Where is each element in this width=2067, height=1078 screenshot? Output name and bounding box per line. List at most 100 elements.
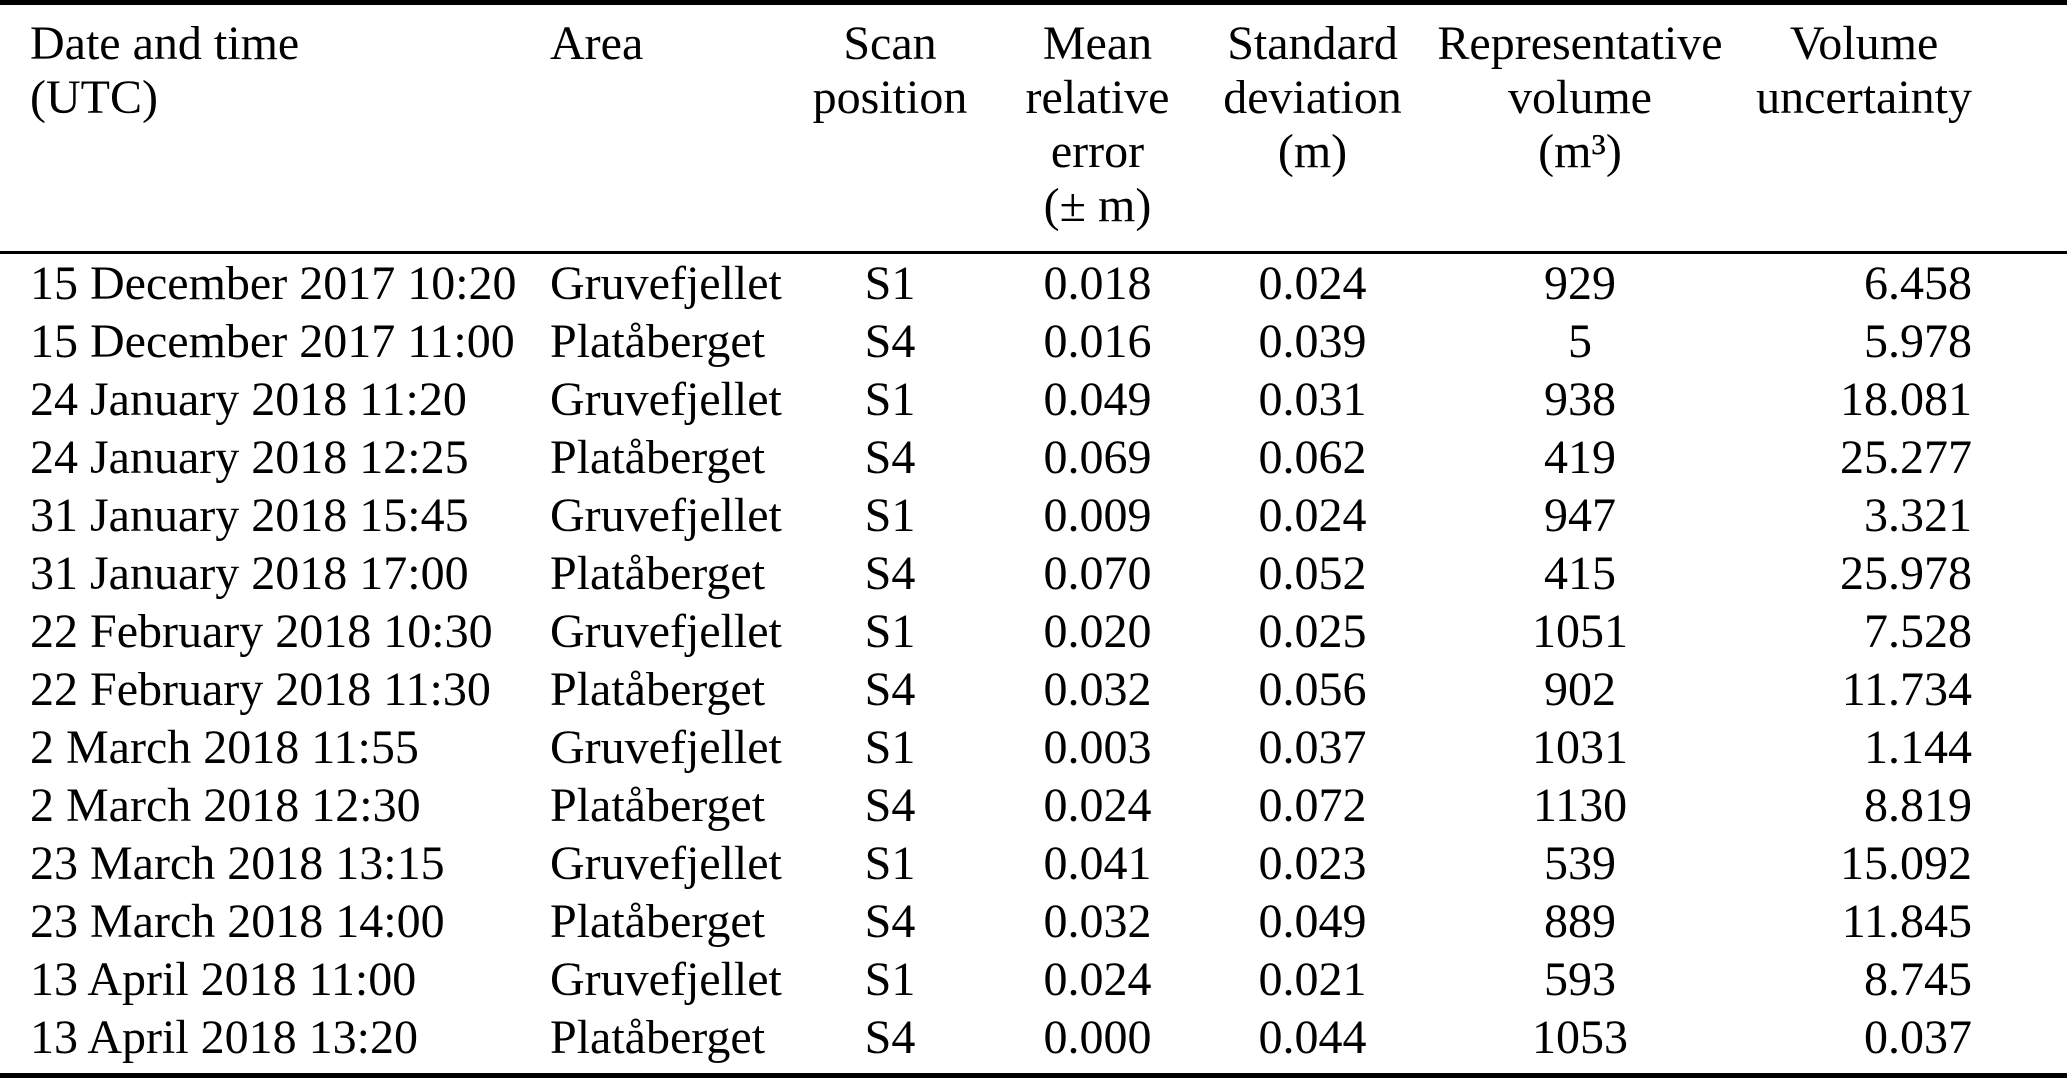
cell-area: Platåberget xyxy=(550,778,766,832)
table-row: 22 February 2018 10:30 Gruvefjellet S1 0… xyxy=(0,602,2067,660)
table-row: 23 March 2018 13:15 Gruvefjellet S1 0.04… xyxy=(0,834,2067,892)
cell-standard-deviation: 0.023 xyxy=(1258,836,1367,890)
header-line: Mean xyxy=(1042,17,1153,70)
header-line: Standard xyxy=(1227,17,1398,70)
cell-date-time: 2 March 2018 11:55 xyxy=(30,720,419,774)
cell-area: Gruvefjellet xyxy=(550,256,782,310)
cell-volume-uncertainty: 1.144 xyxy=(1864,720,1972,774)
table-row: 23 March 2018 14:00 Platåberget S4 0.032… xyxy=(0,892,2067,950)
cell-date-time: 15 December 2017 10:20 xyxy=(30,256,517,310)
cell-standard-deviation: 0.072 xyxy=(1258,778,1367,832)
col-header-representative-volume: Representative volume (m³) xyxy=(1420,2,1740,254)
cell-mean-relative-error: 0.000 xyxy=(1043,1010,1152,1064)
col-header-standard-deviation: Standard deviation (m) xyxy=(1205,2,1420,254)
cell-area: Platåberget xyxy=(550,894,766,948)
cell-area: Platåberget xyxy=(550,314,766,368)
cell-mean-relative-error: 0.018 xyxy=(1043,256,1152,310)
cell-date-time: 13 April 2018 11:00 xyxy=(30,952,417,1006)
cell-volume-uncertainty: 11.845 xyxy=(1841,894,1972,948)
cell-volume-uncertainty: 3.321 xyxy=(1864,488,1972,542)
header-line: Representative xyxy=(1437,17,1723,70)
cell-mean-relative-error: 0.020 xyxy=(1043,604,1152,658)
cell-scan-position: S1 xyxy=(864,256,916,310)
cell-representative-volume: 889 xyxy=(1544,894,1616,948)
cell-standard-deviation: 0.037 xyxy=(1258,720,1367,774)
cell-representative-volume: 1031 xyxy=(1532,720,1628,774)
cell-standard-deviation: 0.049 xyxy=(1258,894,1367,948)
cell-mean-relative-error: 0.016 xyxy=(1043,314,1152,368)
cell-representative-volume: 1130 xyxy=(1532,778,1628,832)
cell-volume-uncertainty: 25.978 xyxy=(1840,546,1972,600)
cell-area: Gruvefjellet xyxy=(550,952,782,1006)
table-row: 22 February 2018 11:30 Platåberget S4 0.… xyxy=(0,660,2067,718)
header-line: Volume xyxy=(1789,17,1939,70)
cell-area: Platåberget xyxy=(550,662,766,716)
cell-standard-deviation: 0.044 xyxy=(1258,1010,1367,1064)
cell-mean-relative-error: 0.049 xyxy=(1043,372,1152,426)
col-header-scan-position: Scan position xyxy=(790,2,990,254)
col-header-volume-uncertainty: Volume uncertainty xyxy=(1740,2,2067,254)
header-line: relative xyxy=(1025,71,1170,124)
cell-scan-position: S4 xyxy=(864,778,916,832)
cell-representative-volume: 929 xyxy=(1544,256,1616,310)
header-line: Date and time xyxy=(30,17,300,70)
header-line: uncertainty xyxy=(1756,71,1972,124)
cell-area: Gruvefjellet xyxy=(550,836,782,890)
header-line: (± m) xyxy=(1043,179,1152,232)
cell-area: Platåberget xyxy=(550,430,766,484)
cell-volume-uncertainty: 8.745 xyxy=(1864,952,1972,1006)
header-line: position xyxy=(812,71,968,124)
cell-standard-deviation: 0.021 xyxy=(1258,952,1367,1006)
table-row: 15 December 2017 11:00 Platåberget S4 0.… xyxy=(0,312,2067,370)
cell-date-time: 31 January 2018 15:45 xyxy=(30,488,469,542)
table-row: 2 March 2018 11:55 Gruvefjellet S1 0.003… xyxy=(0,718,2067,776)
cell-volume-uncertainty: 6.458 xyxy=(1864,256,1972,310)
cell-volume-uncertainty: 15.092 xyxy=(1840,836,1972,890)
cell-area: Gruvefjellet xyxy=(550,372,782,426)
header-line: Area xyxy=(550,17,644,70)
cell-date-time: 15 December 2017 11:00 xyxy=(30,314,515,368)
cell-volume-uncertainty: 8.819 xyxy=(1864,778,1972,832)
cell-representative-volume: 1053 xyxy=(1532,1010,1628,1064)
cell-date-time: 22 February 2018 11:30 xyxy=(30,662,491,716)
cell-representative-volume: 539 xyxy=(1544,836,1616,890)
cell-date-time: 13 April 2018 13:20 xyxy=(30,1010,419,1064)
cell-representative-volume: 593 xyxy=(1544,952,1616,1006)
cell-mean-relative-error: 0.032 xyxy=(1043,894,1152,948)
cell-area: Gruvefjellet xyxy=(550,720,782,774)
table-row: 31 January 2018 15:45 Gruvefjellet S1 0.… xyxy=(0,486,2067,544)
cell-mean-relative-error: 0.032 xyxy=(1043,662,1152,716)
cell-standard-deviation: 0.062 xyxy=(1258,430,1367,484)
table-row: 24 January 2018 12:25 Platåberget S4 0.0… xyxy=(0,428,2067,486)
header-line: (UTC) xyxy=(30,71,158,124)
col-header-area: Area xyxy=(540,2,790,254)
cell-representative-volume: 902 xyxy=(1544,662,1616,716)
col-header-date-time: Date and time (UTC) xyxy=(0,2,540,254)
cell-volume-uncertainty: 0.037 xyxy=(1864,1010,1972,1064)
cell-scan-position: S1 xyxy=(864,836,916,890)
cell-mean-relative-error: 0.070 xyxy=(1043,546,1152,600)
cell-volume-uncertainty: 11.734 xyxy=(1841,662,1972,716)
table-header: Date and time (UTC) Area Scan position M… xyxy=(0,2,2067,254)
cell-standard-deviation: 0.024 xyxy=(1258,256,1367,310)
cell-area: Platåberget xyxy=(550,546,766,600)
cell-date-time: 24 January 2018 12:25 xyxy=(30,430,469,484)
cell-scan-position: S1 xyxy=(864,952,916,1006)
cell-scan-position: S1 xyxy=(864,604,916,658)
cell-standard-deviation: 0.052 xyxy=(1258,546,1367,600)
cell-date-time: 23 March 2018 14:00 xyxy=(30,894,445,948)
header-line: Scan xyxy=(843,17,937,70)
cell-scan-position: S4 xyxy=(864,1010,916,1064)
cell-scan-position: S4 xyxy=(864,894,916,948)
cell-standard-deviation: 0.056 xyxy=(1258,662,1367,716)
cell-date-time: 2 March 2018 12:30 xyxy=(30,778,421,832)
cell-standard-deviation: 0.039 xyxy=(1258,314,1367,368)
cell-scan-position: S4 xyxy=(864,546,916,600)
header-block: Volume uncertainty xyxy=(1756,17,1972,125)
cell-mean-relative-error: 0.003 xyxy=(1043,720,1152,774)
cell-representative-volume: 419 xyxy=(1544,430,1616,484)
cell-mean-relative-error: 0.009 xyxy=(1043,488,1152,542)
cell-date-time: 24 January 2018 11:20 xyxy=(30,372,467,426)
cell-representative-volume: 938 xyxy=(1544,372,1616,426)
cell-representative-volume: 415 xyxy=(1544,546,1616,600)
